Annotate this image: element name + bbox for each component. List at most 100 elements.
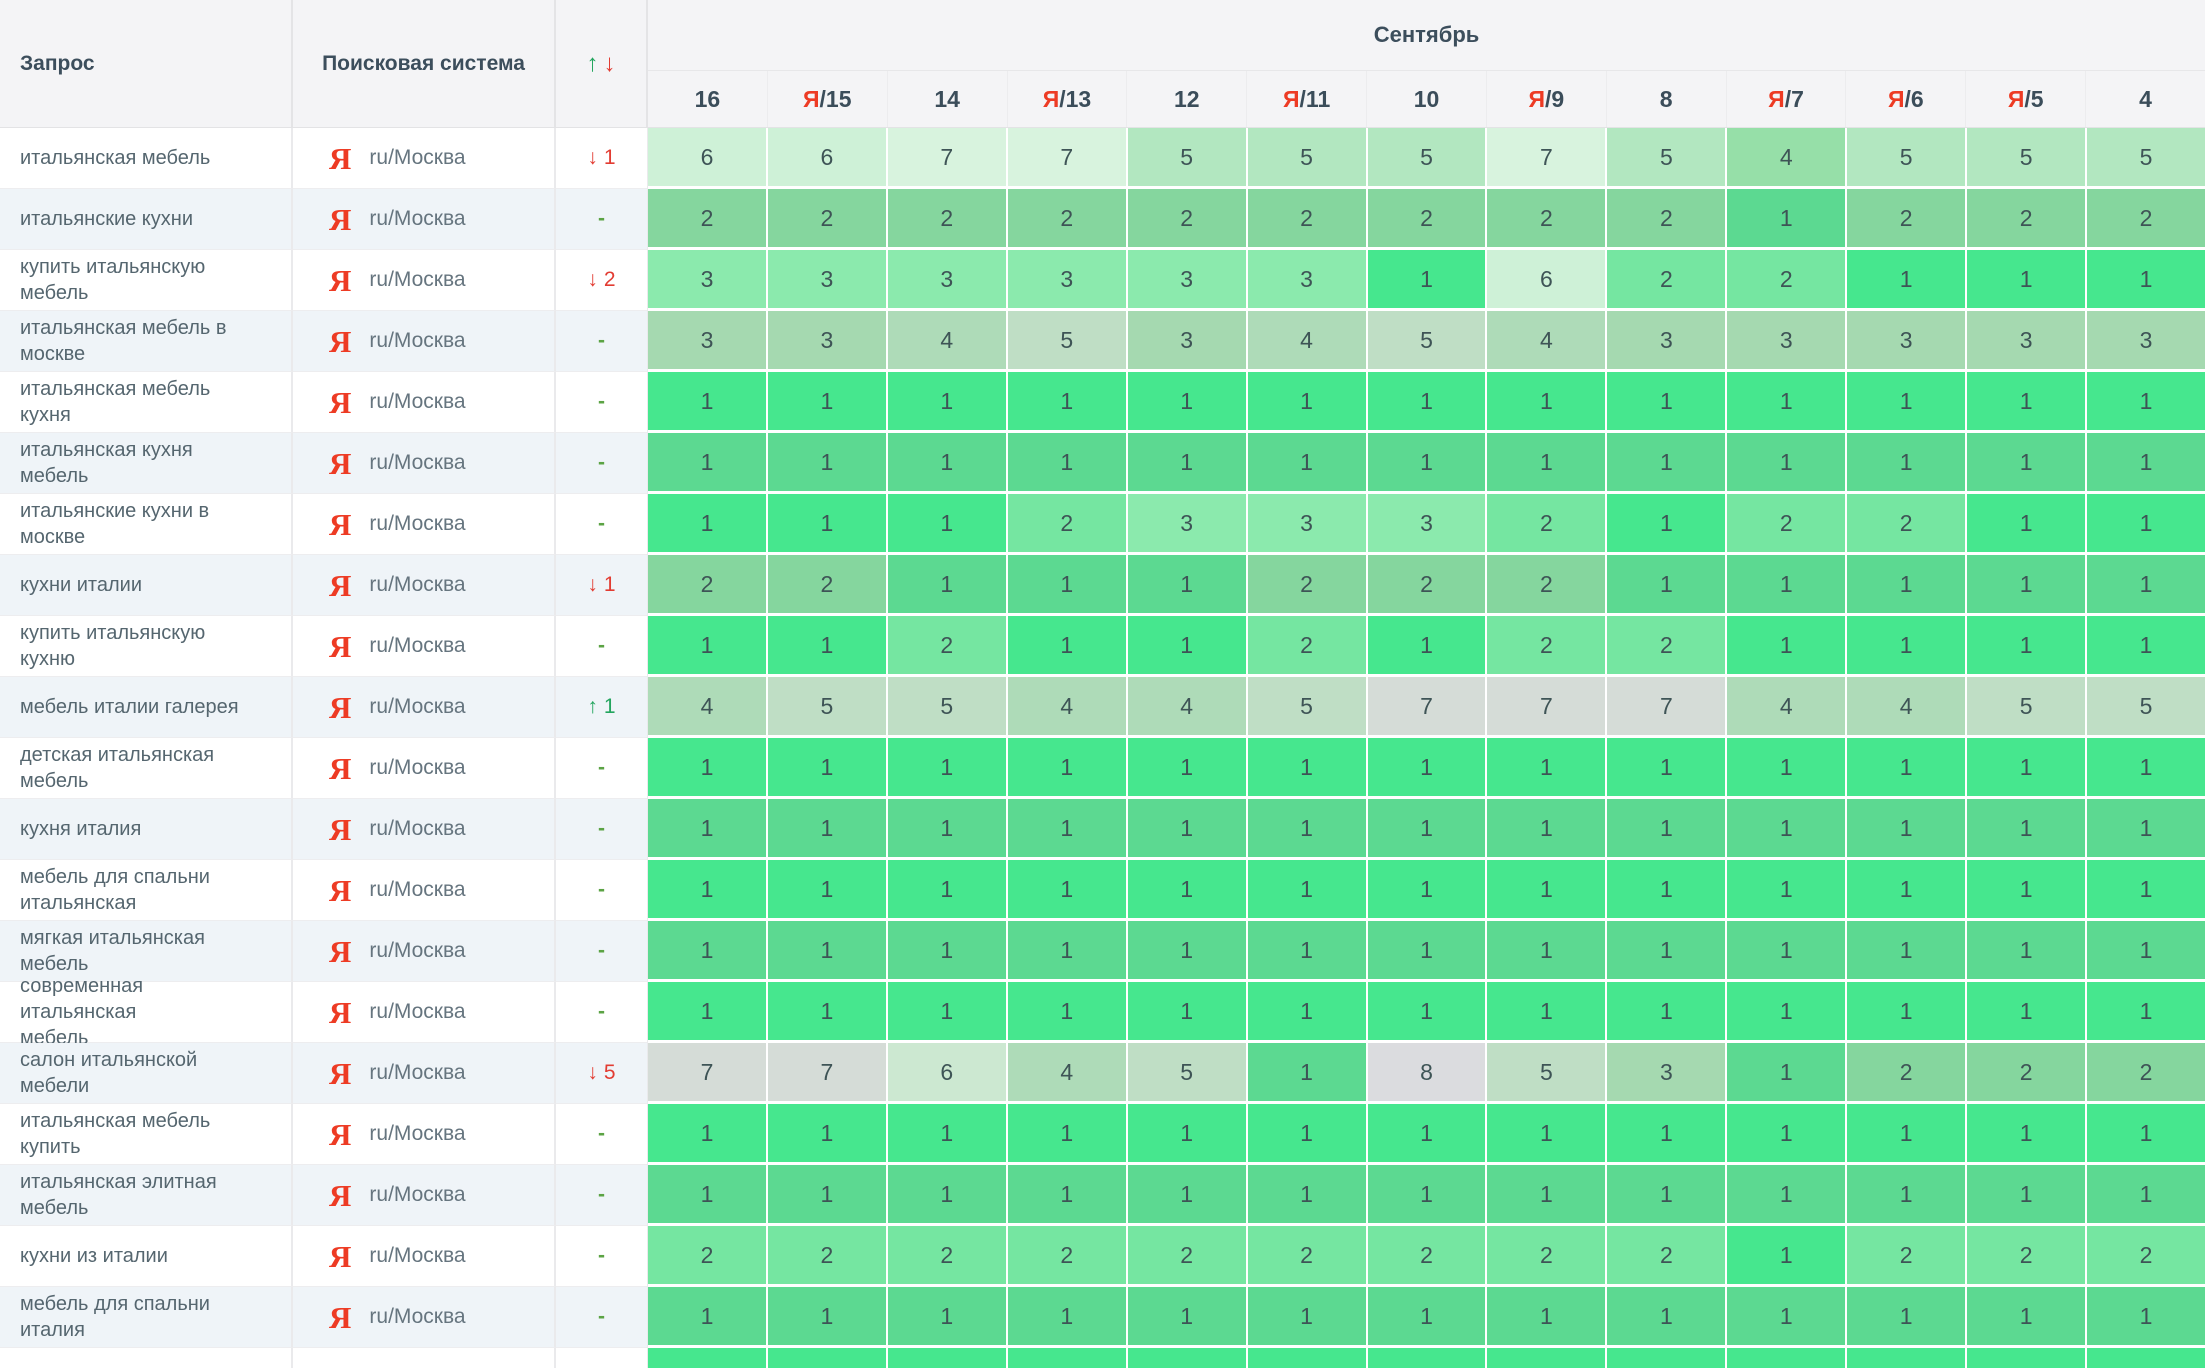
position-cell[interactable]: 1 (1847, 982, 1968, 1043)
position-cell[interactable]: 1 (2087, 799, 2205, 860)
position-cell[interactable]: 1 (1367, 921, 1488, 982)
position-cell[interactable]: 1 (648, 982, 768, 1043)
position-cell[interactable]: 1 (648, 494, 768, 555)
position-cell[interactable]: 1 (1607, 799, 1728, 860)
position-cell[interactable]: 1 (1487, 1165, 1608, 1226)
position-cell[interactable]: 1 (1727, 1104, 1848, 1165)
position-cell[interactable]: 1 (1967, 372, 2088, 433)
query-cell[interactable]: мебель для спальни италия (0, 1287, 293, 1348)
position-cell[interactable]: 1 (1007, 1165, 1128, 1226)
position-cell[interactable]: 5 (767, 677, 888, 738)
position-cell[interactable]: 1 (767, 616, 888, 677)
position-cell[interactable]: 1 (648, 1165, 768, 1226)
position-cell[interactable]: 1 (887, 494, 1008, 555)
position-cell[interactable]: 1 (1247, 1104, 1368, 1165)
position-cell[interactable]: 3 (887, 250, 1008, 311)
position-cell[interactable]: 1 (1247, 738, 1368, 799)
position-cell[interactable]: 3 (1127, 494, 1248, 555)
position-cell[interactable]: 1 (1247, 921, 1368, 982)
position-cell[interactable]: 1 (1967, 494, 2088, 555)
position-cell[interactable]: 1 (1847, 1104, 1968, 1165)
date-column-header[interactable]: 10 (1366, 71, 1486, 127)
position-cell[interactable]: 2 (1607, 616, 1728, 677)
date-column-header[interactable]: Я/6 (1845, 71, 1965, 127)
query-cell[interactable]: мягкая итальянская мебель (0, 921, 293, 982)
position-cell[interactable]: 5 (1247, 128, 1368, 189)
position-cell[interactable]: 1 (1607, 555, 1728, 616)
position-cell[interactable]: 1 (1007, 982, 1128, 1043)
position-cell[interactable]: 1 (767, 860, 888, 921)
position-cell[interactable]: 5 (2087, 677, 2205, 738)
position-cell[interactable]: 1 (648, 921, 768, 982)
position-cell[interactable]: 1 (1127, 555, 1248, 616)
position-cell[interactable]: 1 (648, 616, 768, 677)
query-cell[interactable]: купить итальянскую кухню (0, 616, 293, 677)
position-cell[interactable]: 1 (1967, 982, 2088, 1043)
position-cell[interactable]: 1 (1847, 372, 1968, 433)
position-cell[interactable]: 1 (887, 372, 1008, 433)
position-cell[interactable]: 2 (1967, 189, 2088, 250)
position-cell[interactable]: 1 (1967, 1104, 2088, 1165)
position-cell[interactable]: 1 (1847, 921, 1968, 982)
position-cell[interactable]: 2 (1487, 1226, 1608, 1287)
position-cell[interactable]: 5 (1967, 128, 2088, 189)
query-cell[interactable]: кухни италии (0, 555, 293, 616)
position-cell[interactable]: 1 (1367, 1104, 1488, 1165)
position-cell[interactable]: 5 (2087, 128, 2205, 189)
position-cell[interactable]: 1 (1727, 372, 1848, 433)
position-cell[interactable]: 3 (1607, 311, 1728, 372)
position-cell[interactable]: 3 (1607, 1043, 1728, 1104)
position-cell[interactable]: 5 (1367, 311, 1488, 372)
position-cell[interactable]: 2 (648, 189, 768, 250)
position-cell[interactable]: 1 (1607, 494, 1728, 555)
position-cell[interactable]: 1 (2087, 494, 2205, 555)
position-cell[interactable]: 1 (887, 433, 1008, 494)
position-cell[interactable]: 1 (1847, 250, 1968, 311)
position-cell[interactable]: 1 (887, 799, 1008, 860)
position-cell[interactable]: 1 (1727, 433, 1848, 494)
position-cell[interactable]: 1 (767, 1287, 888, 1348)
position-cell[interactable] (1607, 1348, 1728, 1368)
position-cell[interactable]: 1 (2087, 921, 2205, 982)
date-column-header[interactable]: Я/5 (1965, 71, 2085, 127)
position-cell[interactable]: 1 (1127, 982, 1248, 1043)
position-cell[interactable]: 1 (2087, 250, 2205, 311)
position-cell[interactable]: 1 (767, 799, 888, 860)
position-cell[interactable]: 7 (1607, 677, 1728, 738)
position-cell[interactable]: 1 (1247, 1043, 1368, 1104)
position-cell[interactable]: 6 (887, 1043, 1008, 1104)
position-cell[interactable]: 1 (1487, 1287, 1608, 1348)
position-cell[interactable]: 1 (1007, 860, 1128, 921)
position-cell[interactable]: 2 (1847, 1043, 1968, 1104)
position-cell[interactable]: 1 (1487, 1104, 1608, 1165)
position-cell[interactable]: 1 (1127, 1104, 1248, 1165)
position-cell[interactable]: 2 (1127, 1226, 1248, 1287)
position-cell[interactable]: 1 (887, 982, 1008, 1043)
position-cell[interactable]: 1 (1967, 250, 2088, 311)
position-cell[interactable]: 1 (1607, 982, 1728, 1043)
position-cell[interactable]: 2 (1847, 494, 1968, 555)
position-cell[interactable]: 1 (1367, 860, 1488, 921)
column-header-change-sort[interactable]: ↑ ↓ (556, 0, 648, 127)
position-cell[interactable]: 1 (1007, 372, 1128, 433)
position-cell[interactable]: 1 (2087, 982, 2205, 1043)
position-cell[interactable]: 2 (1247, 1226, 1368, 1287)
position-cell[interactable]: 1 (648, 433, 768, 494)
date-column-header[interactable]: Я/9 (1485, 71, 1606, 127)
date-column-header[interactable]: 8 (1605, 71, 1726, 127)
position-cell[interactable]: 7 (1487, 677, 1608, 738)
query-cell[interactable]: итальянская мебель купить (0, 1104, 293, 1165)
position-cell[interactable]: 1 (1607, 1287, 1728, 1348)
position-cell[interactable]: 1 (1367, 250, 1488, 311)
position-cell[interactable]: 5 (1127, 1043, 1248, 1104)
position-cell[interactable]: 2 (2087, 1226, 2205, 1287)
position-cell[interactable]: 1 (2087, 555, 2205, 616)
position-cell[interactable] (1967, 1348, 2088, 1368)
position-cell[interactable]: 1 (1727, 921, 1848, 982)
date-column-header[interactable]: Я/13 (1006, 71, 1127, 127)
position-cell[interactable]: 1 (1367, 799, 1488, 860)
position-cell[interactable]: 1 (1607, 738, 1728, 799)
position-cell[interactable]: 1 (1967, 799, 2088, 860)
position-cell[interactable]: 1 (1007, 616, 1128, 677)
position-cell[interactable]: 1 (1967, 860, 2088, 921)
